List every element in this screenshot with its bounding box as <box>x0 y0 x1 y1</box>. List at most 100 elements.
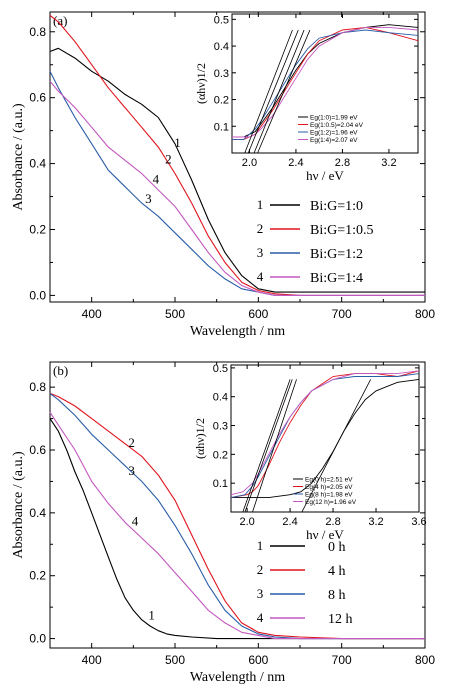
inset-legend-label: Eg(1:4)=2.07 eV <box>310 137 358 144</box>
legend-number: 4 <box>257 610 264 625</box>
inset-y-tick-label: 0.4 <box>214 41 229 53</box>
inset-fit-line <box>252 379 297 513</box>
inset-y-tick-label: 0.2 <box>214 95 229 107</box>
curve-number-label: 3 <box>128 463 135 478</box>
series-line-4 <box>49 411 425 640</box>
inset-legend-label: Eg(4 h)=2.05 eV <box>305 484 353 491</box>
inset-y-tick-label: 0.3 <box>213 421 228 433</box>
curve-number-label: 4 <box>153 171 160 186</box>
y-tick-label: 0.6 <box>29 91 46 105</box>
legend-number: 3 <box>257 586 264 601</box>
legend-number: 2 <box>257 562 264 577</box>
inset-x-axis-label: hν / eV <box>306 527 344 542</box>
inset-x-tick-label: 3.6 <box>411 516 426 528</box>
series-line-2 <box>49 14 425 296</box>
inset-x-tick-label: 3.2 <box>368 516 383 528</box>
inset-y-tick-label: 0.4 <box>213 392 228 404</box>
inset-fit-line <box>301 379 372 513</box>
inset-frame <box>231 13 419 154</box>
y-tick-label: 0.8 <box>29 380 46 394</box>
y-axis-label: Absorbance / (a.u.) <box>11 451 26 559</box>
legend-label: Bi:G=1:2 <box>310 247 363 262</box>
inset-x-tick-label: 2.0 <box>242 157 257 169</box>
legend-label: Bi:G=1:0 <box>310 199 363 214</box>
x-axis-label: Wavelength / nm <box>190 670 285 685</box>
series-line-4 <box>49 80 425 296</box>
curve-number-label: 3 <box>145 191 152 206</box>
inset-series-line-3 <box>232 29 419 141</box>
legend-label: 4 h <box>328 564 346 579</box>
legend-label: 12 h <box>328 612 353 627</box>
series-line-3 <box>49 71 425 296</box>
panel-a: 400 500 600 700 800 0.0 0.2 0.4 0.6 0.8 Wavelength… <box>11 11 435 339</box>
inset-x-tick-label: 2.0 <box>239 516 254 528</box>
curve-number-label: 1 <box>148 608 155 623</box>
x-tick-label: 400 <box>82 653 102 667</box>
panel-label: (a) <box>53 13 67 28</box>
inset-y-tick-label: 0.3 <box>214 68 229 80</box>
inset-legend-label: Eg(1:2)=1.96 eV <box>310 130 358 137</box>
x-tick-label: 500 <box>165 307 185 321</box>
legend-number: 4 <box>257 269 264 284</box>
curve-number-label: 4 <box>132 513 139 528</box>
plot-frame <box>49 361 426 649</box>
x-tick-label: 700 <box>332 653 352 667</box>
x-tick-label: 600 <box>248 307 268 321</box>
y-tick-label: 0.8 <box>29 25 46 39</box>
y-tick-label: 0.2 <box>29 569 46 583</box>
legend-number: 3 <box>257 245 264 260</box>
inset-legend-label: Eg(12 h)=1.96 eV <box>305 499 357 506</box>
x-axis-label: Wavelength / nm <box>190 324 285 339</box>
inset-y-tick-label: 0.5 <box>214 14 229 26</box>
inset-series-line-4 <box>232 26 419 138</box>
y-tick-label: 0.0 <box>29 288 46 302</box>
series-line-2 <box>49 392 425 640</box>
inset-fit-line <box>253 29 305 154</box>
inset-legend-label: Eg(0 h)=2.51 eV <box>305 477 353 484</box>
inset-fit-line <box>244 379 293 513</box>
inset-a: 2.0 2.4 2.8 3.2 0.1 0.2 0.3 0.4 0.5 hν / eV (αhν)1… <box>194 13 419 183</box>
legend-label: 0 h <box>328 540 346 555</box>
inset-frame <box>230 364 420 513</box>
curve-number-label: 2 <box>165 152 172 167</box>
y-tick-label: 0.6 <box>29 443 46 457</box>
inset-y-tick-label: 0.5 <box>213 363 228 375</box>
y-tick-label: 0.4 <box>29 506 46 520</box>
inset-legend-label: Eg(1:0)=1.99 eV <box>310 115 358 122</box>
plot-frame <box>49 11 426 303</box>
inset-fit-line <box>247 29 299 154</box>
inset-b: 2.0 2.4 2.8 3.2 3.6 0.1 0.2 0.3 0.4 0.5 hν / eV (αh… <box>193 363 427 542</box>
inset-fit-line <box>244 29 293 154</box>
inset-x-tick-label: 2.4 <box>282 516 297 528</box>
inset-fit-line <box>242 379 291 513</box>
y-tick-label: 0.2 <box>29 223 46 237</box>
inset-x-axis-label: hν / eV <box>306 168 344 183</box>
inset-legend-label: Eg(1:0.5)=2.04 eV <box>310 122 364 129</box>
inset-x-tick-label: 3.2 <box>381 157 396 169</box>
y-tick-label: 0.0 <box>29 632 46 646</box>
panel-label: (b) <box>53 363 68 378</box>
inset-x-tick-label: 2.8 <box>325 516 340 528</box>
inset-fit-line <box>257 29 311 154</box>
inset-y-tick-label: 0.1 <box>213 478 228 490</box>
x-tick-label: 600 <box>248 653 268 667</box>
legend-number: 1 <box>257 197 264 212</box>
legend-number: 2 <box>257 221 264 236</box>
inset-x-tick-label: 2.4 <box>288 157 303 169</box>
x-tick-label: 800 <box>415 307 435 321</box>
panel-b: 400 500 600 700 800 0.0 0.2 0.4 0.6 0.8 Wavelength… <box>11 361 435 685</box>
inset-x-tick-label: 2.8 <box>335 157 350 169</box>
x-tick-label: 800 <box>415 653 435 667</box>
inset-series-line-1 <box>231 378 420 499</box>
inset-y-axis-label: (αhν)1/2 <box>193 418 207 459</box>
inset-y-axis-label: (αhν)1/2 <box>194 63 208 104</box>
series-line-1 <box>49 47 425 293</box>
x-tick-label: 500 <box>165 653 185 667</box>
inset-y-tick-label: 0.1 <box>214 121 229 133</box>
x-tick-label: 400 <box>82 307 102 321</box>
series-line-1 <box>49 418 425 640</box>
legend-number: 1 <box>257 538 264 553</box>
inset-legend-label: Eg(8 h)=1.98 eV <box>305 492 353 499</box>
inset-y-tick-label: 0.2 <box>213 449 228 461</box>
